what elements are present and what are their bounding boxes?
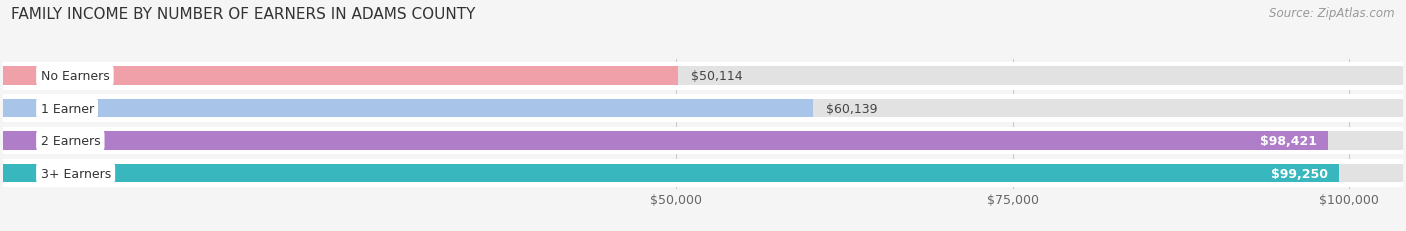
Text: $99,250: $99,250: [1271, 167, 1329, 180]
Text: No Earners: No Earners: [41, 70, 110, 83]
Text: $98,421: $98,421: [1260, 134, 1317, 147]
Text: Source: ZipAtlas.com: Source: ZipAtlas.com: [1270, 7, 1395, 20]
Bar: [3, 127, 1403, 155]
Bar: [3, 67, 678, 86]
Bar: [3, 131, 1329, 150]
Text: 3+ Earners: 3+ Earners: [41, 167, 111, 180]
Text: 2 Earners: 2 Earners: [41, 134, 100, 147]
Bar: [3, 164, 1403, 183]
Text: FAMILY INCOME BY NUMBER OF EARNERS IN ADAMS COUNTY: FAMILY INCOME BY NUMBER OF EARNERS IN AD…: [11, 7, 475, 22]
Text: 1 Earner: 1 Earner: [41, 102, 94, 115]
Bar: [3, 164, 1340, 183]
Text: $50,114: $50,114: [692, 70, 742, 83]
Bar: [3, 95, 1403, 122]
Bar: [3, 67, 1403, 86]
Bar: [3, 62, 1403, 90]
Bar: [3, 99, 813, 118]
Bar: [3, 159, 1403, 187]
Bar: [3, 99, 1403, 118]
Bar: [3, 131, 1403, 150]
Text: $60,139: $60,139: [827, 102, 877, 115]
